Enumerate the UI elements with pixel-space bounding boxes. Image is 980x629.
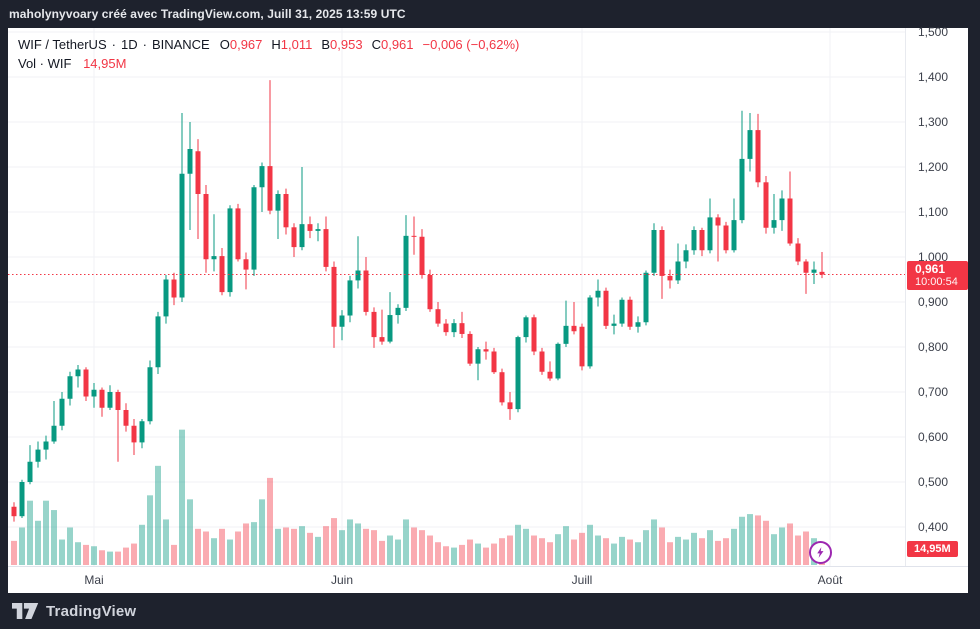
time-axis[interactable]: Mai Juin Juill Août: [8, 566, 968, 593]
chart-panel: WIF / TetherUS · 1D · BINANCE O0,967 H1,011 B0,…: [8, 25, 968, 593]
price-axis-label: 0,800: [918, 340, 949, 354]
ohlc-pair: O0,967: [219, 37, 263, 52]
price-axis-label: 0,600: [918, 430, 949, 444]
symbol-row: WIF / TetherUS · 1D · BINANCE O0,967 H1,011 B0,…: [18, 35, 519, 54]
price-axis-label: 0,900: [918, 295, 949, 309]
candlestick-chart[interactable]: [8, 28, 905, 566]
price-axis-label: 0,400: [918, 520, 949, 534]
attribution-bar: maholynyvoary créé avec TradingView.com,…: [0, 0, 980, 28]
current-price-badge: 0,961 10:00:54: [907, 260, 968, 290]
separator: ·: [142, 37, 147, 52]
symbol-title: WIF / TetherUS: [18, 37, 107, 52]
change-value: −0,006 (−0,62%): [422, 37, 520, 52]
chart-legend[interactable]: WIF / TetherUS · 1D · BINANCE O0,967 H1,011 B0,…: [18, 35, 519, 73]
ohlc-pair: C0,961: [371, 37, 414, 52]
volume-row: Vol · WIF 14,95M: [18, 54, 519, 73]
price-axis-label: 0,500: [918, 475, 949, 489]
ohlc-pair: B0,953: [321, 37, 363, 52]
price-axis-label: 1,500: [918, 25, 949, 39]
tradingview-logo-icon: [12, 603, 39, 619]
ohlc-pair: H1,011: [271, 37, 313, 52]
flash-icon[interactable]: [809, 541, 832, 564]
price-axis-label: 0,700: [918, 385, 949, 399]
price-axis-label: 1,300: [918, 115, 949, 129]
time-axis-label: Mai: [84, 573, 104, 587]
separator: ·: [111, 37, 116, 52]
lightning-bolt-icon: [817, 547, 824, 558]
volume-label: Vol · WIF: [18, 56, 72, 71]
time-axis-label: Juill: [571, 573, 593, 587]
volume-badge: 14,95M: [907, 540, 958, 557]
exchange-label: BINANCE: [151, 37, 210, 52]
price-axis-label: 1,000: [918, 250, 949, 264]
ohlc-values: O0,967 H1,011 B0,953 C0,961: [220, 37, 423, 52]
interval-label: 1D: [120, 37, 138, 52]
volume-value: 14,95M: [83, 56, 127, 71]
time-axis-label: Juin: [330, 573, 354, 587]
tradingview-brand-text: TradingView: [46, 602, 137, 620]
bar-countdown: 10:00:54: [915, 275, 958, 288]
price-axis-label: 1,200: [918, 160, 949, 174]
current-price-value: 0,961: [915, 261, 946, 276]
price-axis-label: 1,400: [918, 70, 949, 84]
footer-bar: TradingView: [0, 593, 980, 629]
price-axis[interactable]: 1,500 1,400 1,300 1,200 1,100 1,000 0,900 0,800…: [905, 25, 968, 566]
tradingview-logo[interactable]: TradingView: [12, 603, 136, 620]
price-axis-label: 1,100: [918, 205, 949, 219]
attribution-text: maholynyvoary créé avec TradingView.com,…: [9, 7, 406, 21]
time-axis-label: Août: [817, 573, 843, 587]
